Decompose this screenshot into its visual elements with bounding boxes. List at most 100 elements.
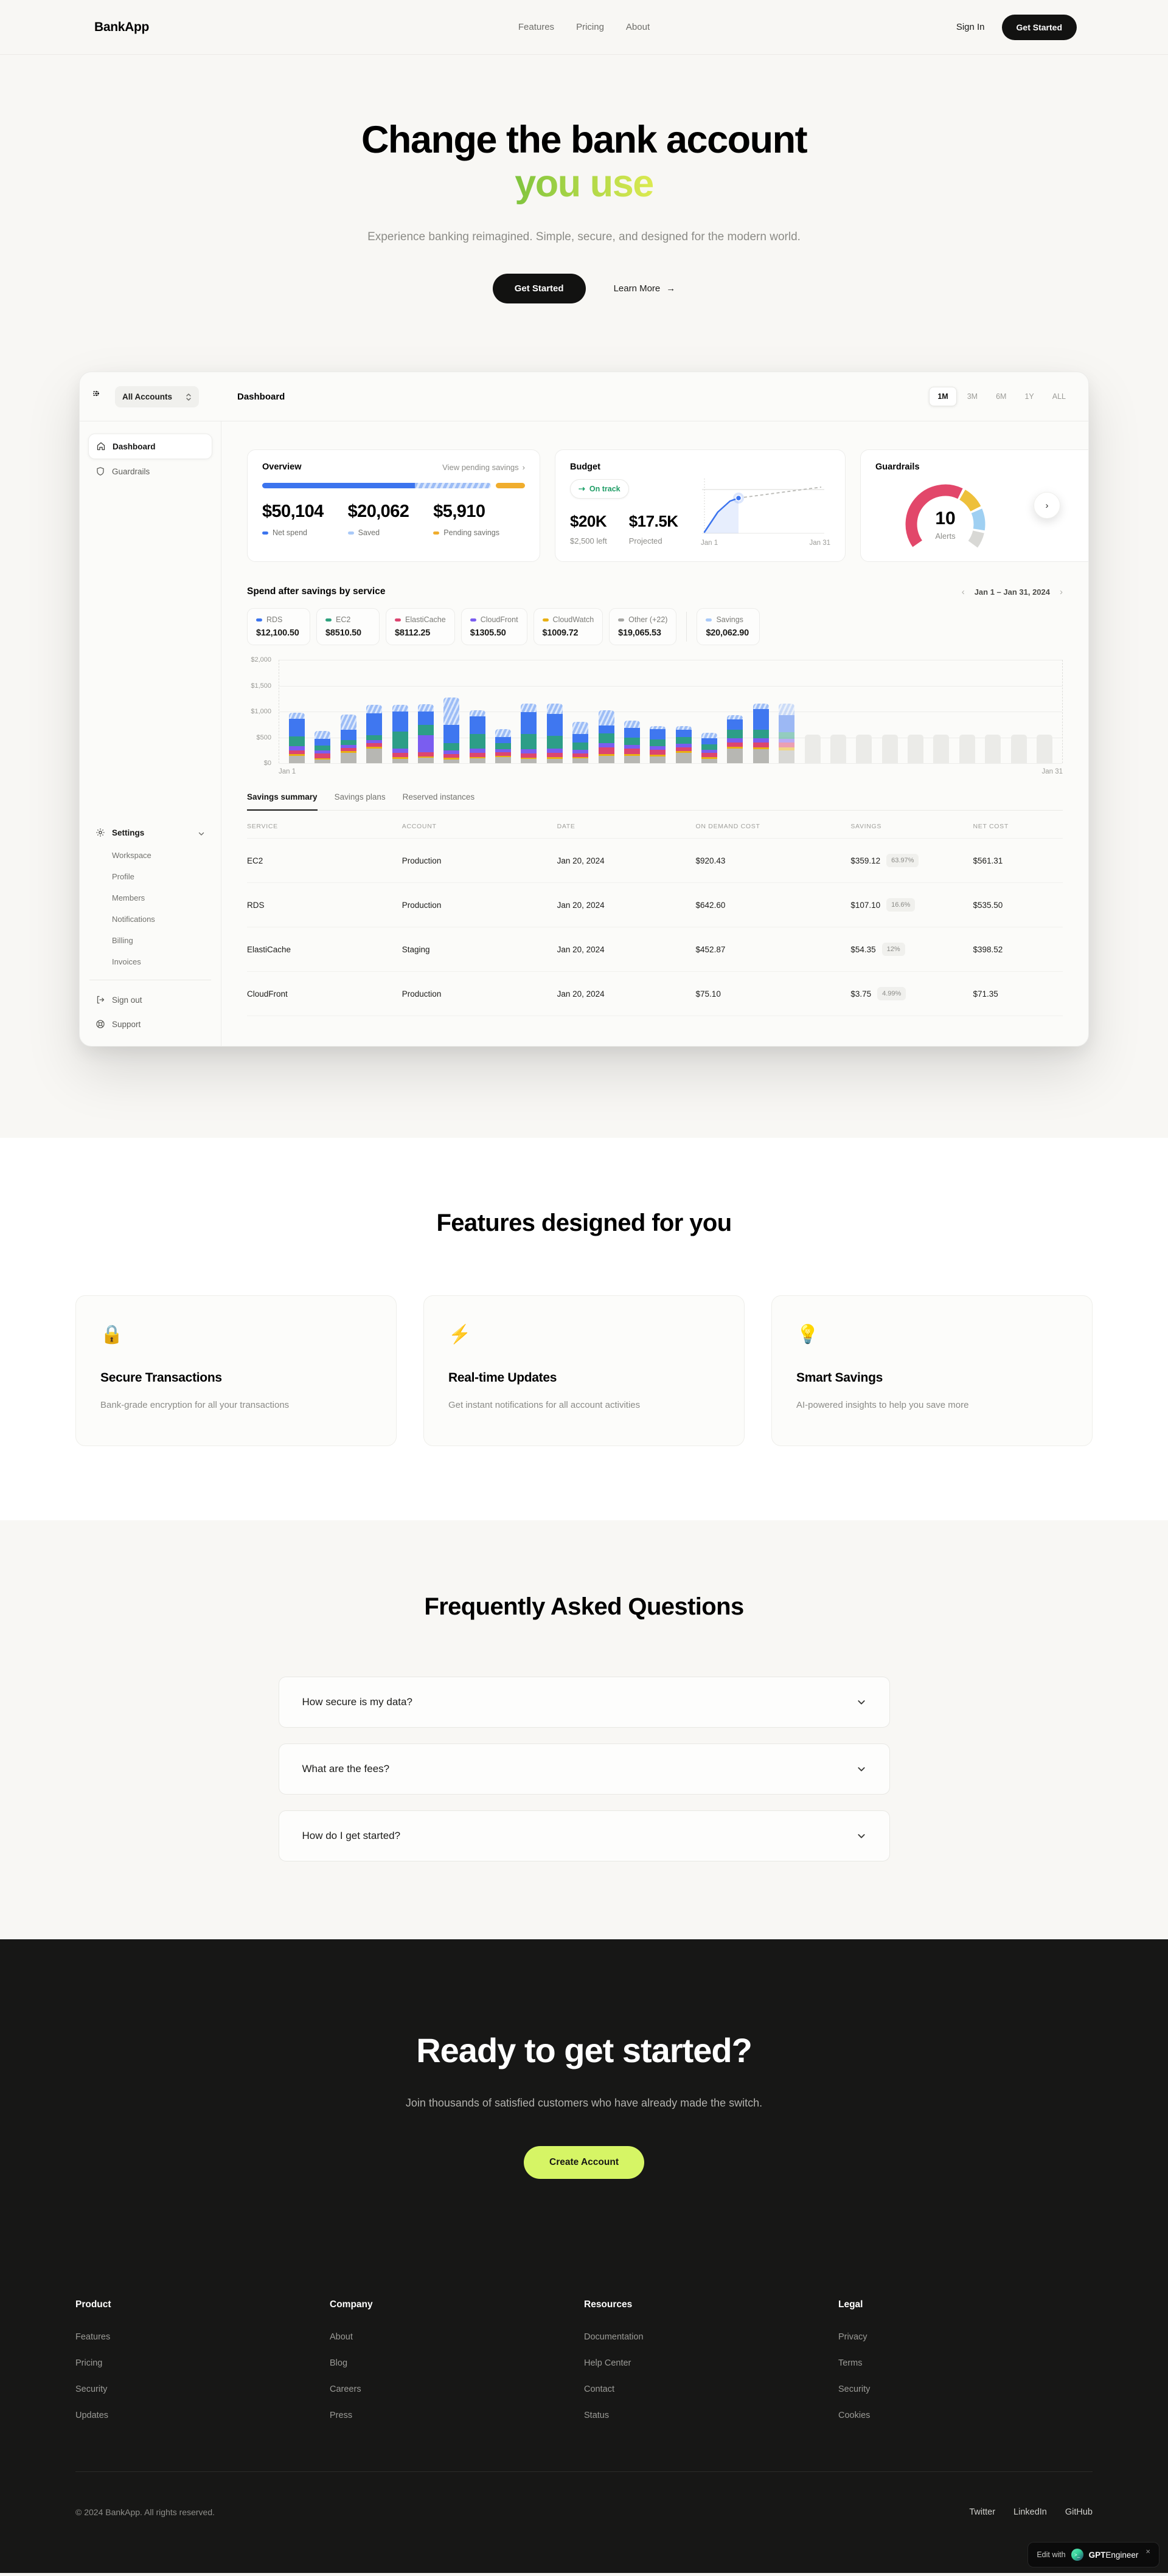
footer-link-security[interactable]: Security (75, 2384, 108, 2395)
sidebar-item-support[interactable]: Support (88, 1012, 212, 1036)
bar-segment-savings (624, 720, 640, 728)
savings-value: $359.12 (850, 856, 881, 865)
stacked-bar[interactable] (443, 697, 460, 764)
learn-more-link[interactable]: Learn More → (614, 283, 676, 294)
stacked-bar[interactable] (727, 715, 743, 764)
footer-link-contact[interactable]: Contact (584, 2384, 614, 2395)
sidebar-item-sign-out[interactable]: Sign out (88, 988, 212, 1012)
stacked-bar[interactable] (675, 726, 692, 764)
faq-item[interactable]: How do I get started? (278, 1810, 890, 1862)
footer-link-help-center[interactable]: Help Center (584, 2358, 631, 2369)
time-range-all[interactable]: ALL (1052, 392, 1066, 401)
time-range-6m[interactable]: 6M (996, 392, 1007, 401)
stacked-bar[interactable] (624, 720, 640, 764)
footer-link-updates[interactable]: Updates (75, 2411, 109, 2421)
stacked-bar[interactable] (366, 705, 383, 764)
social-link-github[interactable]: GitHub (1065, 2507, 1093, 2518)
time-range-3m[interactable]: 3M (967, 392, 978, 401)
stacked-bar[interactable] (392, 704, 408, 764)
footer-link-privacy[interactable]: Privacy (838, 2332, 867, 2342)
bar-segment-cloudfront (701, 750, 717, 753)
stacked-bar[interactable] (495, 729, 511, 764)
stacked-bar[interactable] (315, 731, 331, 764)
sidebar-subitem-billing[interactable]: Billing (112, 936, 133, 946)
create-account-button[interactable]: Create Account (524, 2146, 644, 2180)
stacked-bar[interactable] (650, 726, 666, 764)
view-pending-savings-link[interactable]: View pending savings › (442, 463, 525, 472)
stat-label: Pending savings (433, 528, 499, 537)
table-row[interactable]: ElastiCache Staging Jan 20, 2024 $452.87 $54… (247, 927, 1063, 972)
stacked-bar[interactable] (417, 704, 434, 764)
get-started-button[interactable]: Get Started (1001, 14, 1077, 40)
legend-chip-other-22-[interactable]: Other (+22) $19,065.53 (609, 608, 677, 646)
chevron-right-icon[interactable]: › (1060, 586, 1063, 597)
footer-link-documentation[interactable]: Documentation (584, 2332, 644, 2342)
footer-link-about[interactable]: About (330, 2332, 353, 2342)
faq-item[interactable]: How secure is my data? (278, 1677, 890, 1728)
gpt-engineer-badge[interactable]: Edit with >_ GPTEngineer × (1027, 2542, 1159, 2567)
bar-segment-savings (779, 703, 795, 716)
bar-segment-cloudwatch (521, 757, 537, 760)
carousel-next-button[interactable]: › (1034, 492, 1060, 519)
footer-link-features[interactable]: Features (75, 2332, 111, 2342)
tab-reserved-instances[interactable]: Reserved instances (402, 792, 475, 802)
chevron-left-icon[interactable]: ‹ (961, 586, 965, 597)
stacked-bar[interactable] (598, 710, 614, 764)
tab-savings-summary[interactable]: Savings summary (247, 792, 318, 811)
legend-chip-savings[interactable]: Savings $20,062.90 (697, 608, 760, 646)
sidebar-subitem-profile[interactable]: Profile (112, 872, 134, 882)
badge-close-icon[interactable]: × (1145, 2547, 1150, 2556)
stacked-bar[interactable] (701, 732, 717, 764)
cell-on-demand-cost: $920.43 (695, 856, 726, 865)
sign-in-link[interactable]: Sign In (956, 22, 985, 32)
sidebar-item-settings[interactable]: Settings (88, 820, 212, 845)
time-range-1m[interactable]: 1M (929, 387, 957, 407)
faq-item[interactable]: What are the fees? (278, 1743, 890, 1795)
sidebar-item-guardrails[interactable]: Guardrails (88, 459, 212, 483)
on-track-label: On track (589, 485, 620, 494)
stacked-bar[interactable] (779, 703, 795, 764)
social-link-linkedin[interactable]: LinkedIn (1013, 2507, 1047, 2518)
brand-logo[interactable]: BankApp (94, 19, 150, 34)
stacked-bar[interactable] (289, 713, 305, 764)
bar-segment-elasticache (675, 747, 692, 752)
stacked-bar[interactable] (521, 703, 537, 764)
table-row[interactable]: CloudFront Production Jan 20, 2024 $75.10 $3… (247, 972, 1063, 1017)
table-row[interactable]: EC2 Production Jan 20, 2024 $920.43 $359.12 6… (247, 839, 1063, 884)
footer-link-security[interactable]: Security (838, 2384, 871, 2395)
stacked-bar[interactable] (753, 703, 769, 764)
footer-link-blog[interactable]: Blog (330, 2358, 348, 2369)
tab-savings-plans[interactable]: Savings plans (334, 792, 386, 802)
stacked-bar[interactable] (546, 703, 563, 764)
legend-chip-ec2[interactable]: EC2 $8510.50 (316, 608, 380, 646)
stacked-bar[interactable] (572, 722, 589, 764)
sidebar-subitem-invoices[interactable]: Invoices (112, 957, 141, 967)
footer-link-cookies[interactable]: Cookies (838, 2411, 871, 2421)
stacked-bar[interactable] (469, 710, 485, 764)
table-row[interactable]: RDS Production Jan 20, 2024 $642.60 $107.10 1… (247, 883, 1063, 928)
footer-link-press[interactable]: Press (330, 2411, 353, 2421)
legend-chip-rds[interactable]: RDS $12,100.50 (247, 608, 310, 646)
sidebar-subitem-workspace[interactable]: Workspace (112, 851, 151, 860)
sidebar-subitem-notifications[interactable]: Notifications (112, 915, 155, 924)
nav-link-pricing[interactable]: Pricing (576, 22, 604, 32)
footer-link-careers[interactable]: Careers (330, 2384, 361, 2395)
footer-link-terms[interactable]: Terms (838, 2358, 863, 2369)
time-range-1y[interactable]: 1Y (1024, 392, 1034, 401)
footer-link-status[interactable]: Status (584, 2411, 610, 2421)
legend-chip-cloudfront[interactable]: CloudFront $1305.50 (461, 608, 527, 646)
app-logo-icon (92, 389, 108, 404)
sidebar-item-dashboard[interactable]: Dashboard (88, 434, 212, 460)
footer-link-pricing[interactable]: Pricing (75, 2358, 103, 2369)
stacked-bar[interactable] (340, 714, 356, 764)
nav-link-about[interactable]: About (625, 22, 650, 32)
mockup-topbar-left: All Accounts (80, 386, 221, 407)
social-link-twitter[interactable]: Twitter (969, 2507, 996, 2518)
hero-title-line2: you use (515, 162, 654, 206)
legend-chip-cloudwatch[interactable]: CloudWatch $1009.72 (533, 608, 603, 646)
account-selector[interactable]: All Accounts (115, 386, 200, 407)
sidebar-subitem-members[interactable]: Members (112, 893, 145, 903)
hero-get-started-button[interactable]: Get Started (492, 274, 586, 304)
legend-chip-elasticache[interactable]: ElastiCache $8112.25 (386, 608, 455, 646)
nav-link-features[interactable]: Features (518, 22, 555, 32)
